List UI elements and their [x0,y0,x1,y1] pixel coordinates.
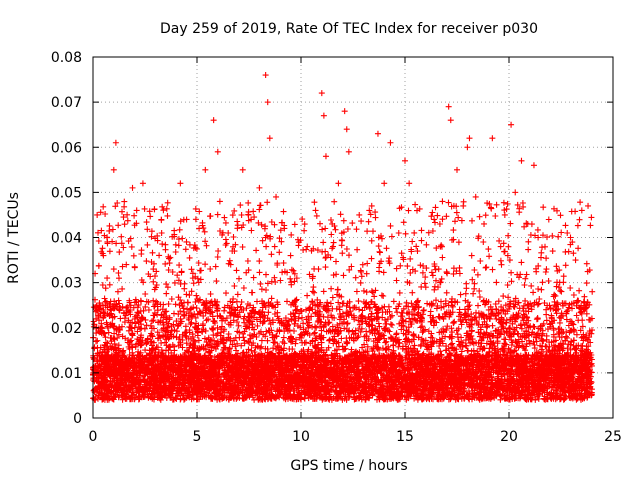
data-point [374,130,381,137]
data-point [439,198,446,205]
data-point [273,193,280,200]
data-point [489,135,496,142]
data-point [341,108,348,115]
chart-title: Day 259 of 2019, Rate Of TEC Index for r… [160,21,538,37]
data-point [395,229,402,236]
x-tick-label: 25 [604,429,622,445]
data-point [445,103,452,110]
data-point [225,229,232,236]
data-point [512,189,519,196]
x-tick-label: 15 [396,429,414,445]
data-point [110,166,117,173]
y-tick-label: 0.03 [51,276,82,292]
data-point [216,198,223,205]
y-tick-label: 0.08 [51,50,82,66]
data-point [94,211,101,218]
data-points [90,72,596,403]
data-point [262,72,269,79]
y-tick-label: 0.05 [51,185,82,201]
data-point [454,166,460,173]
y-axis-ticks: 0 0.01 0.02 0.03 0.04 0.05 0.06 0.07 0.08 [51,50,613,427]
data-point [256,184,263,191]
data-point [578,207,585,214]
data-point [210,117,217,124]
data-point [508,121,515,128]
y-axis-label: ROTI / TECUs [6,192,22,284]
data-point [293,275,300,282]
data-point [381,180,388,187]
data-point [345,148,352,155]
data-point [356,211,363,218]
y-tick-label: 0.02 [51,321,82,337]
data-point [112,139,119,146]
data-point-cloud [90,198,596,403]
data-point [406,180,413,187]
y-tick-label: 0 [73,411,82,427]
x-tick-label: 10 [292,429,310,445]
x-tick-label: 5 [193,429,202,445]
data-point [518,157,525,164]
y-tick-label: 0.06 [51,140,82,156]
data-point [343,126,350,133]
data-point [472,193,479,200]
data-point [572,257,579,264]
data-point [202,166,209,173]
data-point [549,248,556,255]
data-point [447,117,454,124]
data-point [466,135,473,142]
x-axis-label: GPS time / hours [290,458,407,474]
data-point [312,207,319,214]
x-axis-ticks: 0 5 10 15 20 25 [89,57,622,445]
x-tick-label: 20 [500,429,518,445]
data-point [481,220,488,227]
data-point [585,202,592,209]
data-point [239,166,246,173]
data-point [264,99,271,106]
y-tick-label: 0.01 [51,366,82,382]
data-point [139,180,146,187]
data-point [318,90,325,97]
data-point [266,135,273,142]
data-point [414,248,421,255]
data-point [464,144,471,151]
x-tick-label: 0 [89,429,98,445]
data-point [114,288,121,295]
y-tick-label: 0.04 [51,231,82,247]
data-point [320,112,327,119]
data-point [133,207,140,214]
data-point [287,252,294,259]
data-point [543,266,550,273]
data-point [177,180,184,187]
data-point [497,243,504,250]
data-point [535,234,542,241]
data-point [322,153,329,160]
data-point [214,148,221,155]
data-point [530,162,537,169]
data-point [564,229,571,236]
data-point [304,243,311,250]
data-point [164,284,171,291]
data-point [123,261,130,268]
data-point [368,202,375,209]
data-point [402,157,408,164]
data-point [387,139,394,146]
y-tick-label: 0.07 [51,95,82,111]
data-point [431,216,438,223]
data-point [335,180,342,187]
data-point [158,229,165,236]
data-point [129,184,136,191]
